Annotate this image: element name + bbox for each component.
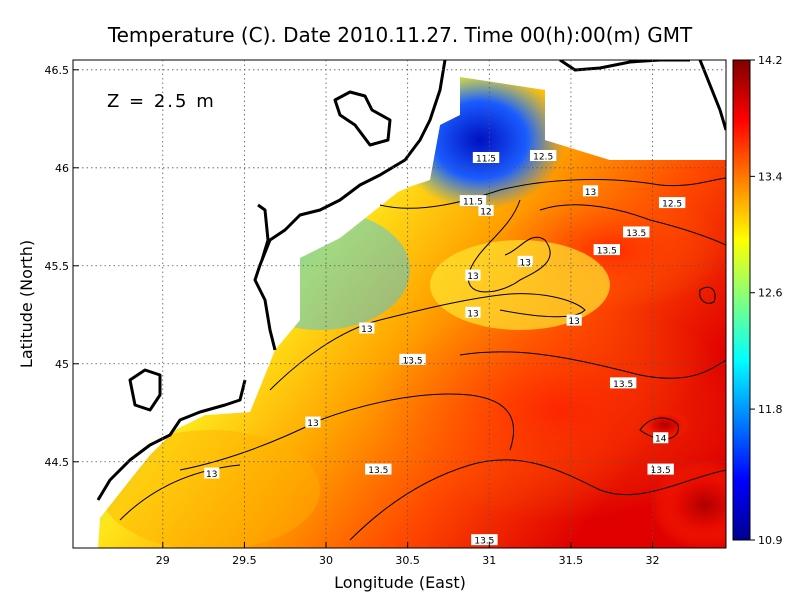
contour-label-box: [365, 463, 392, 475]
x-axis-ticks: 29 29.5 30 30.5 31 31.5 32: [156, 542, 660, 567]
y-tick-label: 45.5: [45, 260, 70, 273]
contour-label: 11.5: [476, 154, 496, 164]
colorbar: [732, 59, 751, 541]
contour-labels: 11.5 12.511.5121312.513.513.5131313131313…: [204, 150, 686, 547]
x-tick-label: 31: [482, 554, 496, 567]
contour-label-box: [566, 314, 582, 326]
x-axis-label: Longitude (East): [334, 573, 466, 592]
y-axis-ticks: 44.5 45 45.5 46 46.5: [45, 64, 79, 469]
x-tick-label: 29.5: [232, 554, 257, 567]
colorbar-tick-label: 11.8: [758, 403, 783, 416]
contour-label: 14: [655, 435, 667, 445]
contour-label-box: [647, 463, 674, 475]
contour-label: 13.5: [597, 247, 617, 257]
contour-label-box: [359, 322, 375, 334]
contour-label: 12.5: [533, 153, 553, 163]
x-tick-label: 32: [646, 554, 660, 567]
contour-label-box: [204, 467, 220, 479]
x-tick-label: 30: [319, 554, 333, 567]
contour-label: 13: [206, 470, 217, 480]
contour-label-box: [465, 306, 481, 318]
y-tick-label: 46.5: [45, 64, 70, 77]
contour-label: 12: [480, 207, 491, 217]
x-tick-label: 30.5: [395, 554, 420, 567]
x-tick-label: 29: [156, 554, 170, 567]
contour-label-box: [399, 353, 426, 365]
contour-label-box: [471, 534, 498, 546]
contour-label-box: [623, 226, 650, 238]
y-axis-label: Latitude (North): [17, 240, 36, 368]
temperature-field: [73, 60, 726, 548]
plot-frame: [72, 59, 727, 549]
contour-label: 12.5: [662, 200, 682, 210]
y-tick-label: 44.5: [45, 456, 70, 469]
contour-label: 13.5: [613, 380, 633, 390]
contour-label: 13: [307, 419, 318, 429]
contour-label-box: [582, 185, 599, 197]
contour-label: 13: [519, 258, 530, 268]
contour-label: 13: [568, 317, 579, 327]
colorbar-tick-label: 14.2: [758, 54, 783, 67]
colorbar-tick-label: 10.9: [758, 534, 783, 547]
coastline: [96, 60, 726, 501]
contour-label-box: [658, 197, 686, 209]
contour-label: 13.5: [651, 466, 671, 476]
contour-label: 13: [361, 325, 372, 335]
colorbar-tick-label: 12.6: [758, 287, 783, 300]
grid-lines: [73, 60, 726, 548]
contour-label: 13: [467, 272, 478, 282]
contour-label-box: [472, 151, 500, 163]
colorbar-tick-label: 13.4: [758, 170, 783, 183]
colorbar-ticks: 14.2 13.4 12.6 11.8 10.9: [750, 54, 783, 547]
contour-label: 11.5: [463, 198, 483, 208]
isotherm-contours: [119, 177, 726, 541]
contour-label-box: [305, 416, 321, 428]
contour-label-box: [465, 269, 481, 281]
contour-label: 13: [585, 188, 596, 198]
x-tick-label: 31.5: [559, 554, 584, 567]
contour-label-box: [459, 195, 487, 207]
contour-label: 13.5: [626, 229, 646, 239]
contour-label: 13.5: [368, 466, 388, 476]
contour-label-box: [593, 244, 621, 256]
contour-label-box: [478, 204, 494, 216]
map-title: Temperature (C). Date 2010.11.27. Time 0…: [107, 23, 693, 47]
contour-label-box: [517, 255, 533, 267]
contour-label: 13.5: [474, 537, 494, 547]
depth-label: Z = 2.5 m: [107, 91, 216, 112]
contour-label-box: [529, 150, 557, 162]
y-tick-label: 45: [55, 358, 69, 371]
contour-label: 13.5: [403, 356, 423, 366]
y-tick-label: 46: [55, 162, 69, 175]
contour-label-box: [653, 432, 669, 444]
contour-label-box: [609, 377, 637, 389]
contour-label: 13: [467, 309, 478, 319]
